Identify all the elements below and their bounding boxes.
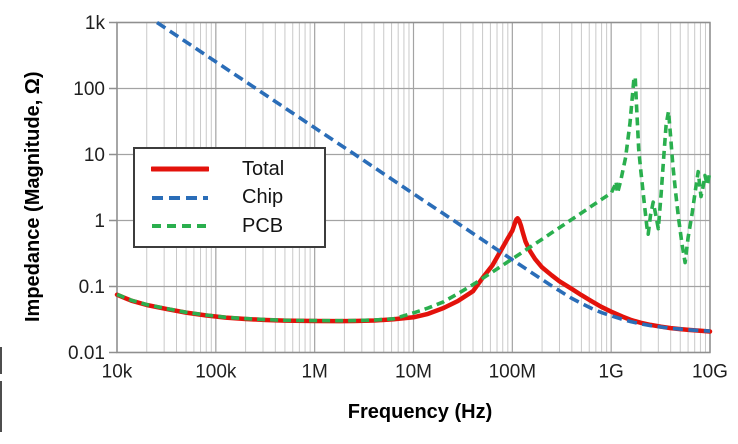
- crop-artifact-bottom: [0, 381, 2, 432]
- x-tick-label: 100M: [489, 362, 537, 383]
- legend-item-chip: Chip: [151, 186, 324, 209]
- x-tick-label: 10k: [102, 362, 133, 383]
- series-chip-line: [156, 21, 711, 333]
- y-tick-label: 1: [94, 211, 105, 232]
- y-axis-title-text: Impedance (Magnitude, Ω): [22, 71, 44, 323]
- legend-line-sample: [152, 195, 208, 200]
- y-tick-label: 100: [73, 79, 105, 100]
- tick-labels: 10k 100k 1M 10M 100M 1G 10G 0.01 0.1 1 10 100 1k: [68, 13, 728, 383]
- x-axis-title: Frequency (Hz): [347, 401, 493, 423]
- legend-label: PCB: [242, 214, 284, 237]
- x-tick-label: 10G: [692, 362, 728, 383]
- x-tick-label: 1M: [301, 362, 327, 383]
- legend-line-sample: [151, 166, 209, 172]
- x-tick-label: 100k: [195, 362, 237, 383]
- x-tick-label: 1G: [598, 362, 623, 383]
- legend-item-pcb: PCB: [151, 215, 324, 238]
- series-pcb-line: [116, 75, 712, 323]
- legend-label: Total: [242, 157, 285, 180]
- y-tick-label: 0.01: [68, 343, 105, 364]
- legend-label: Chip: [242, 186, 284, 208]
- y-tick-label: 10: [84, 145, 105, 166]
- legend-item-total: Total: [151, 158, 324, 181]
- y-tick-label: 0.1: [79, 277, 105, 298]
- plot-frame: [116, 21, 711, 354]
- legend-line-sample: [152, 224, 208, 228]
- x-tick-label: 10M: [395, 362, 432, 383]
- y-tick-label: 1k: [85, 13, 106, 34]
- crop-artifact-top: [0, 347, 2, 374]
- y-axis-ticks: [109, 21, 117, 354]
- legend: Total Chip PCB: [133, 147, 326, 248]
